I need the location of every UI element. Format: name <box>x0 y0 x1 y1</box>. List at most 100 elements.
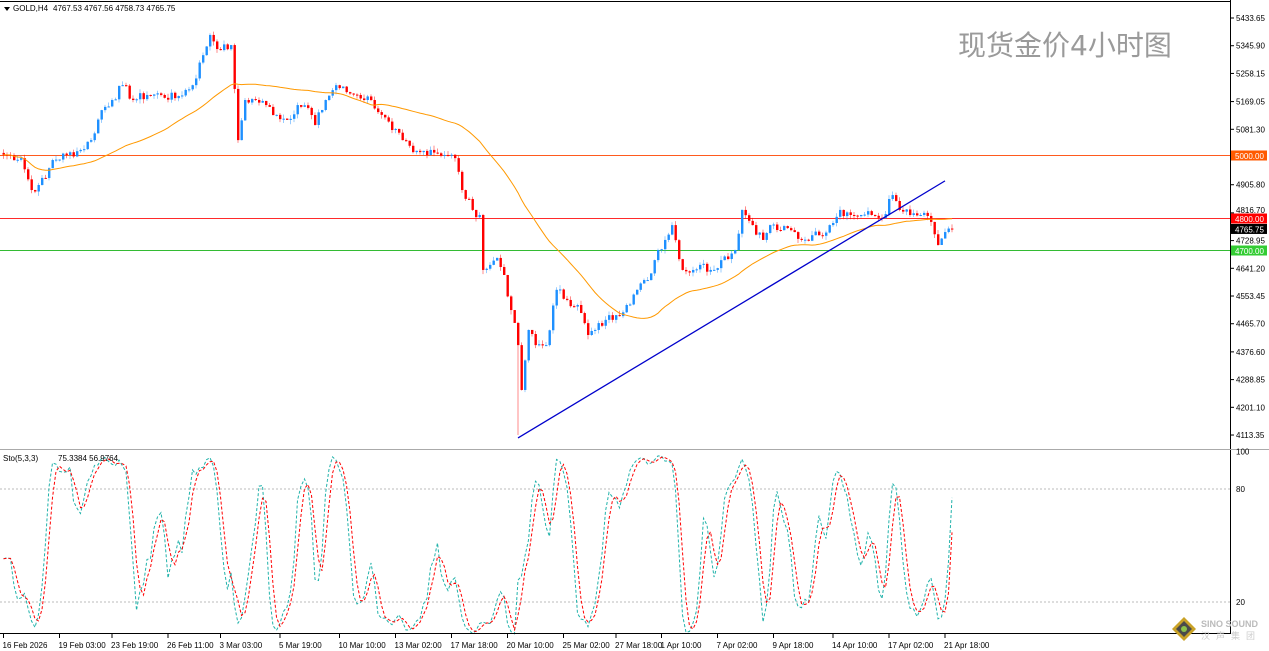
candle <box>51 160 54 169</box>
candle <box>198 62 201 79</box>
chart-watermark-title: 现货金价4小时图 <box>958 29 1172 62</box>
stochastic-values: 75.3384 56.9764 <box>58 454 119 463</box>
candle <box>401 132 404 141</box>
candle <box>436 152 439 154</box>
stochastic-tick-label: 80 <box>1236 485 1245 494</box>
candle <box>807 239 810 241</box>
candle <box>933 221 936 235</box>
price-tick-label: 5345.90 <box>1236 42 1265 51</box>
candle <box>254 99 257 101</box>
stochastic-main-line <box>3 455 953 635</box>
candle <box>349 92 352 94</box>
candle <box>433 149 436 153</box>
candle <box>146 94 149 100</box>
time-tick-label: 5 Mar 19:00 <box>279 641 322 650</box>
candle <box>842 209 845 217</box>
price-tick-label: 5433.65 <box>1236 14 1265 23</box>
candle <box>569 299 572 307</box>
candle <box>188 89 191 91</box>
candle <box>104 106 107 111</box>
candle <box>380 112 383 115</box>
candle <box>478 214 481 218</box>
candle <box>863 214 866 216</box>
candle <box>926 212 929 216</box>
candle <box>58 159 61 161</box>
stochastic-signal-line <box>3 456 953 633</box>
candle <box>352 93 355 95</box>
price-tick-label: 4641.20 <box>1236 264 1265 273</box>
candle <box>23 158 26 170</box>
candle <box>237 88 240 141</box>
time-tick-label: 14 Apr 10:00 <box>832 641 878 650</box>
candle <box>629 304 632 306</box>
candle <box>814 231 817 236</box>
candle <box>307 105 310 108</box>
time-tick-label: 3 Mar 03:00 <box>220 641 263 650</box>
trendline[interactable] <box>517 180 946 439</box>
candle <box>468 198 471 200</box>
candle <box>44 177 47 179</box>
candle <box>944 232 947 239</box>
candle <box>191 85 194 90</box>
logo-subtext: 汉声集团 <box>1201 630 1261 641</box>
candle <box>657 250 660 261</box>
candle <box>583 313 586 324</box>
candle <box>48 168 51 179</box>
candle <box>415 150 418 153</box>
current-price-bg <box>1231 223 1267 234</box>
candle <box>76 151 79 157</box>
time-tick-label: 19 Feb 03:00 <box>59 641 107 650</box>
price-line-labels: 5000.00 4800.00 4700.00 4765.75 <box>1231 150 1267 256</box>
candle <box>891 195 894 199</box>
candle <box>412 145 415 153</box>
candle <box>289 118 292 120</box>
candle <box>853 214 856 216</box>
candle <box>800 238 803 240</box>
candle <box>209 34 212 47</box>
candle <box>541 344 544 346</box>
candle <box>769 225 772 233</box>
candle <box>373 100 376 109</box>
candle <box>443 154 446 156</box>
candle <box>531 329 534 335</box>
time-tick-label: 25 Mar 02:00 <box>563 641 611 650</box>
candle <box>86 141 89 150</box>
candle <box>251 99 254 103</box>
candle <box>611 315 614 320</box>
candle <box>576 305 579 307</box>
candle <box>723 256 726 261</box>
candle <box>699 264 702 270</box>
candle <box>527 329 530 361</box>
candle <box>825 232 828 236</box>
candle <box>821 235 824 237</box>
candle <box>552 305 555 331</box>
candle <box>461 171 464 191</box>
candle <box>597 323 600 330</box>
candle <box>937 234 940 245</box>
price-tick-label: 4113.35 <box>1236 431 1265 440</box>
candle <box>408 140 411 146</box>
candle <box>492 260 495 265</box>
candle <box>947 228 950 233</box>
candle <box>797 232 800 239</box>
candle <box>772 224 775 226</box>
candle <box>916 213 919 216</box>
candle <box>216 41 219 50</box>
candle <box>37 184 40 192</box>
candle <box>27 169 30 180</box>
candle <box>226 44 229 50</box>
candle <box>111 100 114 107</box>
candle <box>506 274 509 297</box>
candle <box>447 154 450 156</box>
candle <box>905 209 908 212</box>
candle <box>142 93 145 100</box>
dropdown-triangle-icon[interactable] <box>4 7 10 11</box>
candle <box>538 344 541 346</box>
candle <box>755 225 758 235</box>
candle <box>650 273 653 281</box>
candle <box>762 232 765 240</box>
candle <box>678 240 681 260</box>
price-label-bg <box>1231 150 1267 161</box>
